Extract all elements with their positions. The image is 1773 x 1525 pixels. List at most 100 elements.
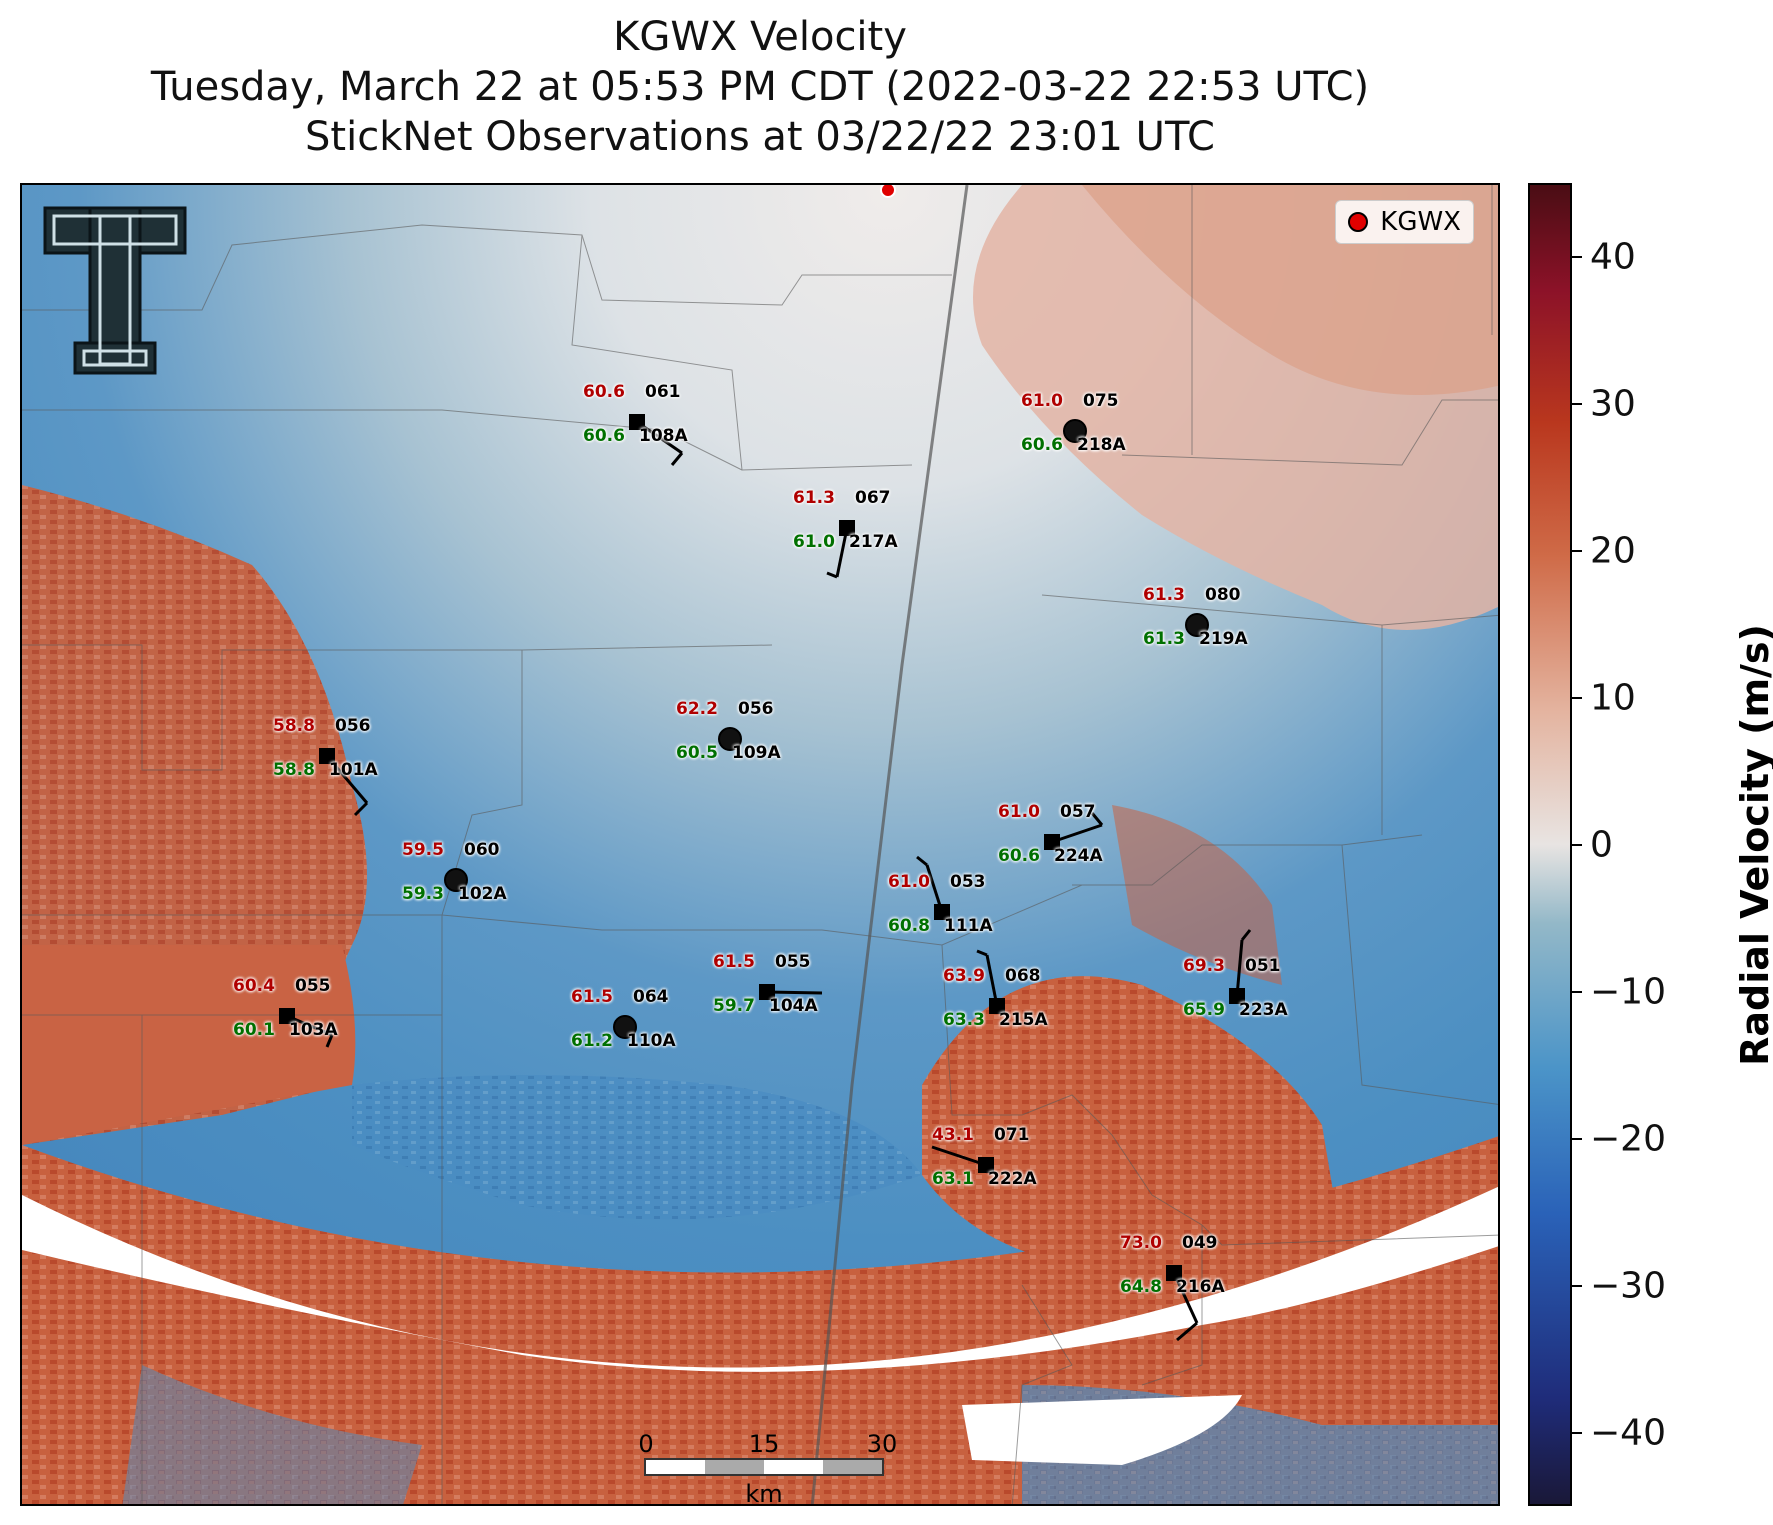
station-dewpoint: 60.6 (583, 426, 625, 446)
station-110a[interactable]: 61.5 064 61.2 110A (571, 987, 676, 1051)
colorbar-title: Radial Velocity (m/s) (1733, 624, 1773, 1066)
station-marker-square (279, 1008, 295, 1024)
station-223a[interactable]: 69.3 051 65.9 223A (1183, 956, 1288, 1020)
station-dewpoint: 61.3 (1143, 629, 1185, 649)
station-temp: 63.9 (943, 966, 985, 986)
colorbar-tick-mark (1572, 255, 1582, 258)
velocity-field (22, 185, 1498, 1504)
station-dewpoint: 63.1 (932, 1169, 974, 1189)
station-temp: 61.3 (793, 488, 835, 508)
station-marker-square (1044, 834, 1060, 850)
colorbar-tick-label: 40 (1590, 236, 1636, 277)
station-id: 108A (639, 426, 688, 446)
station-temp: 61.5 (713, 952, 755, 972)
colorbar-tick-mark (1572, 1137, 1582, 1140)
station-224a[interactable]: 61.0 057 60.6 224A (998, 802, 1103, 866)
colorbar-tick-mark (1572, 1284, 1582, 1287)
station-id: 109A (732, 743, 781, 763)
title-line-2: Tuesday, March 22 at 05:53 PM CDT (2022-… (150, 64, 1370, 110)
station-id: 101A (329, 760, 378, 780)
station-dewpoint: 61.0 (793, 532, 835, 552)
radar-site-marker (880, 185, 896, 198)
station-111a[interactable]: 61.0 053 60.8 111A (888, 872, 993, 936)
station-id: 223A (1239, 1000, 1288, 1020)
station-wind-dir: 067 (855, 488, 891, 508)
station-219a[interactable]: 61.3 080 61.3 219A (1143, 585, 1248, 649)
radar-dot-icon (1348, 212, 1369, 232)
station-marker-square (1166, 1265, 1182, 1281)
colorbar-tick-label: 20 (1590, 530, 1636, 571)
title-line-1: KGWX Velocity (613, 14, 907, 60)
station-temp: 61.3 (1143, 585, 1185, 605)
station-marker-square (978, 1157, 994, 1173)
station-temp: 62.2 (676, 699, 718, 719)
colorbar-tick-label: −40 (1590, 1412, 1666, 1453)
station-temp: 61.5 (571, 987, 613, 1007)
station-id: 102A (458, 884, 507, 904)
station-217a[interactable]: 61.3 067 61.0 217A (793, 488, 898, 552)
station-wind-dir: 071 (994, 1125, 1030, 1145)
station-id: 218A (1077, 435, 1126, 455)
station-101a[interactable]: 58.8 056 58.8 101A (273, 716, 378, 780)
station-216a[interactable]: 73.0 049 64.8 216A (1120, 1233, 1225, 1297)
station-wind-dir: 051 (1245, 956, 1281, 976)
station-dewpoint: 60.5 (676, 743, 718, 763)
station-marker-square (839, 520, 855, 536)
station-dewpoint: 60.8 (888, 916, 930, 936)
station-id: 104A (769, 996, 818, 1016)
scale-tick-0: 0 (638, 1430, 654, 1458)
station-temp: 61.0 (888, 872, 930, 892)
station-temp: 61.0 (998, 802, 1040, 822)
station-dewpoint: 60.1 (233, 1020, 275, 1040)
colorbar-tick-label: −10 (1590, 971, 1666, 1012)
station-wind-dir: 061 (645, 382, 681, 402)
title-line-3: StickNet Observations at 03/22/22 23:01 … (305, 114, 1215, 160)
station-108a[interactable]: 60.6 061 60.6 108A (583, 382, 688, 446)
station-marker-circle (613, 1015, 637, 1039)
scale-bar: 0 15 30 km (638, 1430, 897, 1504)
colorbar-tick-mark (1572, 549, 1582, 552)
station-dewpoint: 60.6 (998, 846, 1040, 866)
station-marker-square (629, 414, 645, 430)
scale-tick-30: 30 (866, 1430, 898, 1458)
station-id: 216A (1176, 1277, 1225, 1297)
colorbar-tick-mark (1572, 402, 1582, 405)
station-temp: 61.0 (1021, 391, 1063, 411)
station-temp: 59.5 (402, 840, 444, 860)
station-dewpoint: 60.6 (1021, 435, 1063, 455)
station-temp: 60.4 (233, 976, 275, 996)
station-218a[interactable]: 61.0 075 60.6 218A (1021, 391, 1126, 455)
colorbar-tick-label: 10 (1590, 677, 1636, 718)
station-109a[interactable]: 62.2 056 60.5 109A (676, 699, 781, 763)
station-marker-square (319, 748, 335, 764)
station-103a[interactable]: 60.4 055 60.1 103A (233, 976, 338, 1040)
station-marker-square (759, 984, 775, 1000)
radar-map[interactable]: KGWX 60.6 061 60.6 108A 61.0 075 60.6 21… (20, 183, 1500, 1506)
colorbar (1528, 183, 1572, 1506)
station-id: 219A (1199, 629, 1248, 649)
station-215a[interactable]: 63.9 068 63.3 215A (943, 966, 1048, 1030)
station-dewpoint: 59.7 (713, 996, 755, 1016)
station-marker-circle (1185, 613, 1209, 637)
station-wind-dir: 049 (1182, 1233, 1218, 1253)
legend-label: KGWX (1380, 207, 1461, 237)
station-id: 217A (849, 532, 898, 552)
station-wind-dir: 053 (950, 872, 986, 892)
station-marker-square (1229, 988, 1245, 1004)
station-marker-circle (718, 727, 742, 751)
station-wind-dir: 056 (738, 699, 774, 719)
station-id: 103A (289, 1020, 338, 1040)
colorbar-tick-label: −30 (1590, 1265, 1666, 1306)
colorbar-tick-mark (1572, 1431, 1582, 1434)
station-wind-dir: 068 (1005, 966, 1041, 986)
station-222a[interactable]: 43.1 071 63.1 222A (932, 1125, 1037, 1189)
station-wind-dir: 075 (1083, 391, 1119, 411)
station-104a[interactable]: 61.5 055 59.7 104A (713, 952, 818, 1016)
colorbar-tick-label: 30 (1590, 383, 1636, 424)
station-temp: 58.8 (273, 716, 315, 736)
texas-tech-double-t-logo (43, 206, 187, 375)
station-wind-dir: 055 (775, 952, 811, 972)
station-102a[interactable]: 59.5 060 59.3 102A (402, 840, 507, 904)
station-id: 111A (944, 916, 993, 936)
station-dewpoint: 63.3 (943, 1010, 985, 1030)
